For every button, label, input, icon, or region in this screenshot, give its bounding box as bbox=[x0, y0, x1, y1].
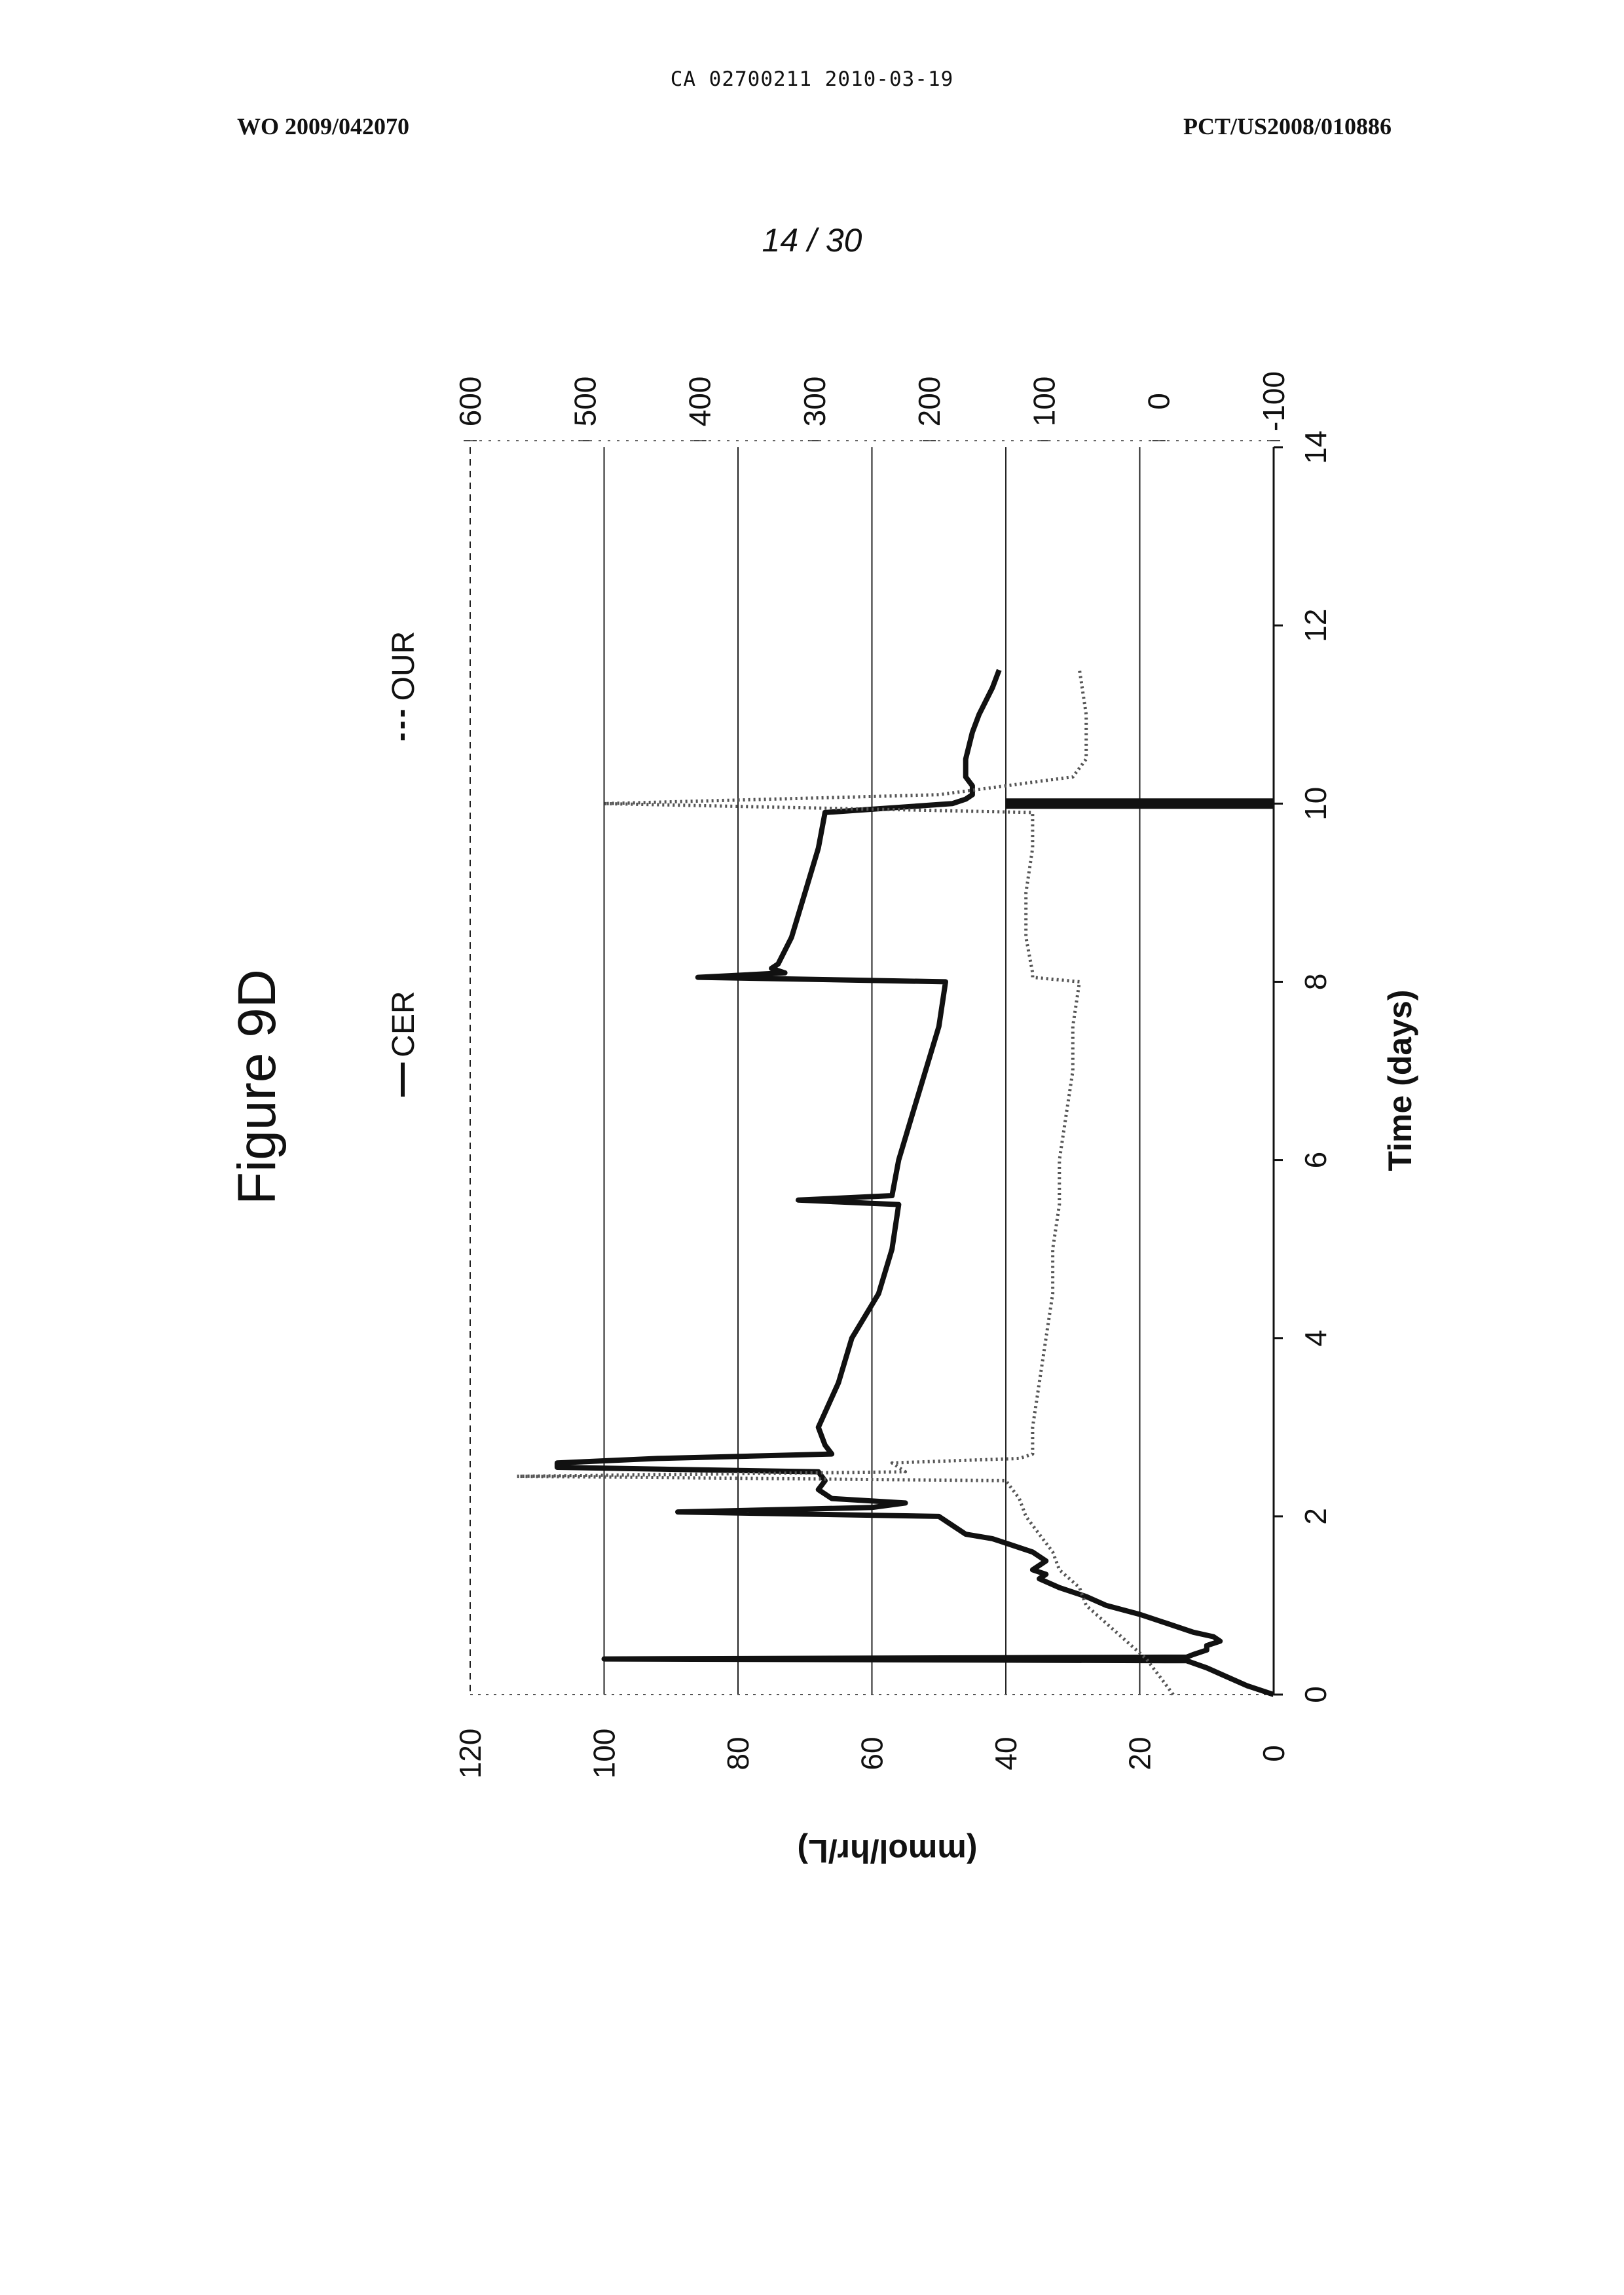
y-tick-label: 60 bbox=[855, 1736, 889, 1770]
y2-tick-label: 0 bbox=[1142, 393, 1176, 410]
x-tick-label: 0 bbox=[1299, 1686, 1333, 1703]
x-tick-label: 6 bbox=[1299, 1152, 1333, 1169]
legend: CER OUR bbox=[386, 631, 421, 1097]
y2-tick-label: 100 bbox=[1027, 376, 1061, 427]
y-tick-label: 40 bbox=[989, 1736, 1023, 1770]
our-dense-band bbox=[1006, 798, 1274, 809]
tick-labels: 0 20 40 60 80 100 120 -100 0 100 200 300 400 500 600 0 2… bbox=[453, 371, 1333, 1778]
y-tick-label: 120 bbox=[453, 1729, 487, 1779]
y-tick-label: 0 bbox=[1257, 1745, 1291, 1762]
y2-tick-label: 400 bbox=[683, 376, 717, 427]
y2-tick-label: 200 bbox=[912, 376, 946, 427]
x-tick-label: 14 bbox=[1299, 430, 1333, 464]
series-line-our bbox=[517, 670, 1173, 1695]
x-axis-label: Time (days) bbox=[1382, 990, 1418, 1171]
y-tick-label: 20 bbox=[1123, 1736, 1157, 1770]
x-tick-label: 10 bbox=[1299, 787, 1333, 820]
y2-tick-label: -100 bbox=[1257, 371, 1291, 431]
x-tick-label: 8 bbox=[1299, 974, 1333, 991]
x-tick-label: 4 bbox=[1299, 1330, 1333, 1347]
y-tick-label: 100 bbox=[587, 1729, 621, 1779]
x-tick-label: 12 bbox=[1299, 609, 1333, 642]
y2-tick-label: 600 bbox=[453, 376, 487, 427]
y-tick-label: 80 bbox=[721, 1736, 755, 1770]
legend-label: OUR bbox=[386, 631, 421, 701]
x-tick-label: 2 bbox=[1299, 1508, 1333, 1525]
chart-title: Figure 9D bbox=[227, 969, 287, 1205]
legend-item-cer: CER bbox=[386, 991, 421, 1096]
series-lines bbox=[517, 670, 1274, 1695]
legend-label: CER bbox=[386, 991, 421, 1057]
series-line-cer bbox=[557, 670, 1274, 1695]
y-axis-label: (mmol/hr/L) bbox=[798, 1833, 978, 1869]
legend-item-our: OUR bbox=[386, 631, 421, 741]
y2-tick-label: 500 bbox=[568, 376, 602, 427]
y2-tick-label: 300 bbox=[798, 376, 832, 427]
